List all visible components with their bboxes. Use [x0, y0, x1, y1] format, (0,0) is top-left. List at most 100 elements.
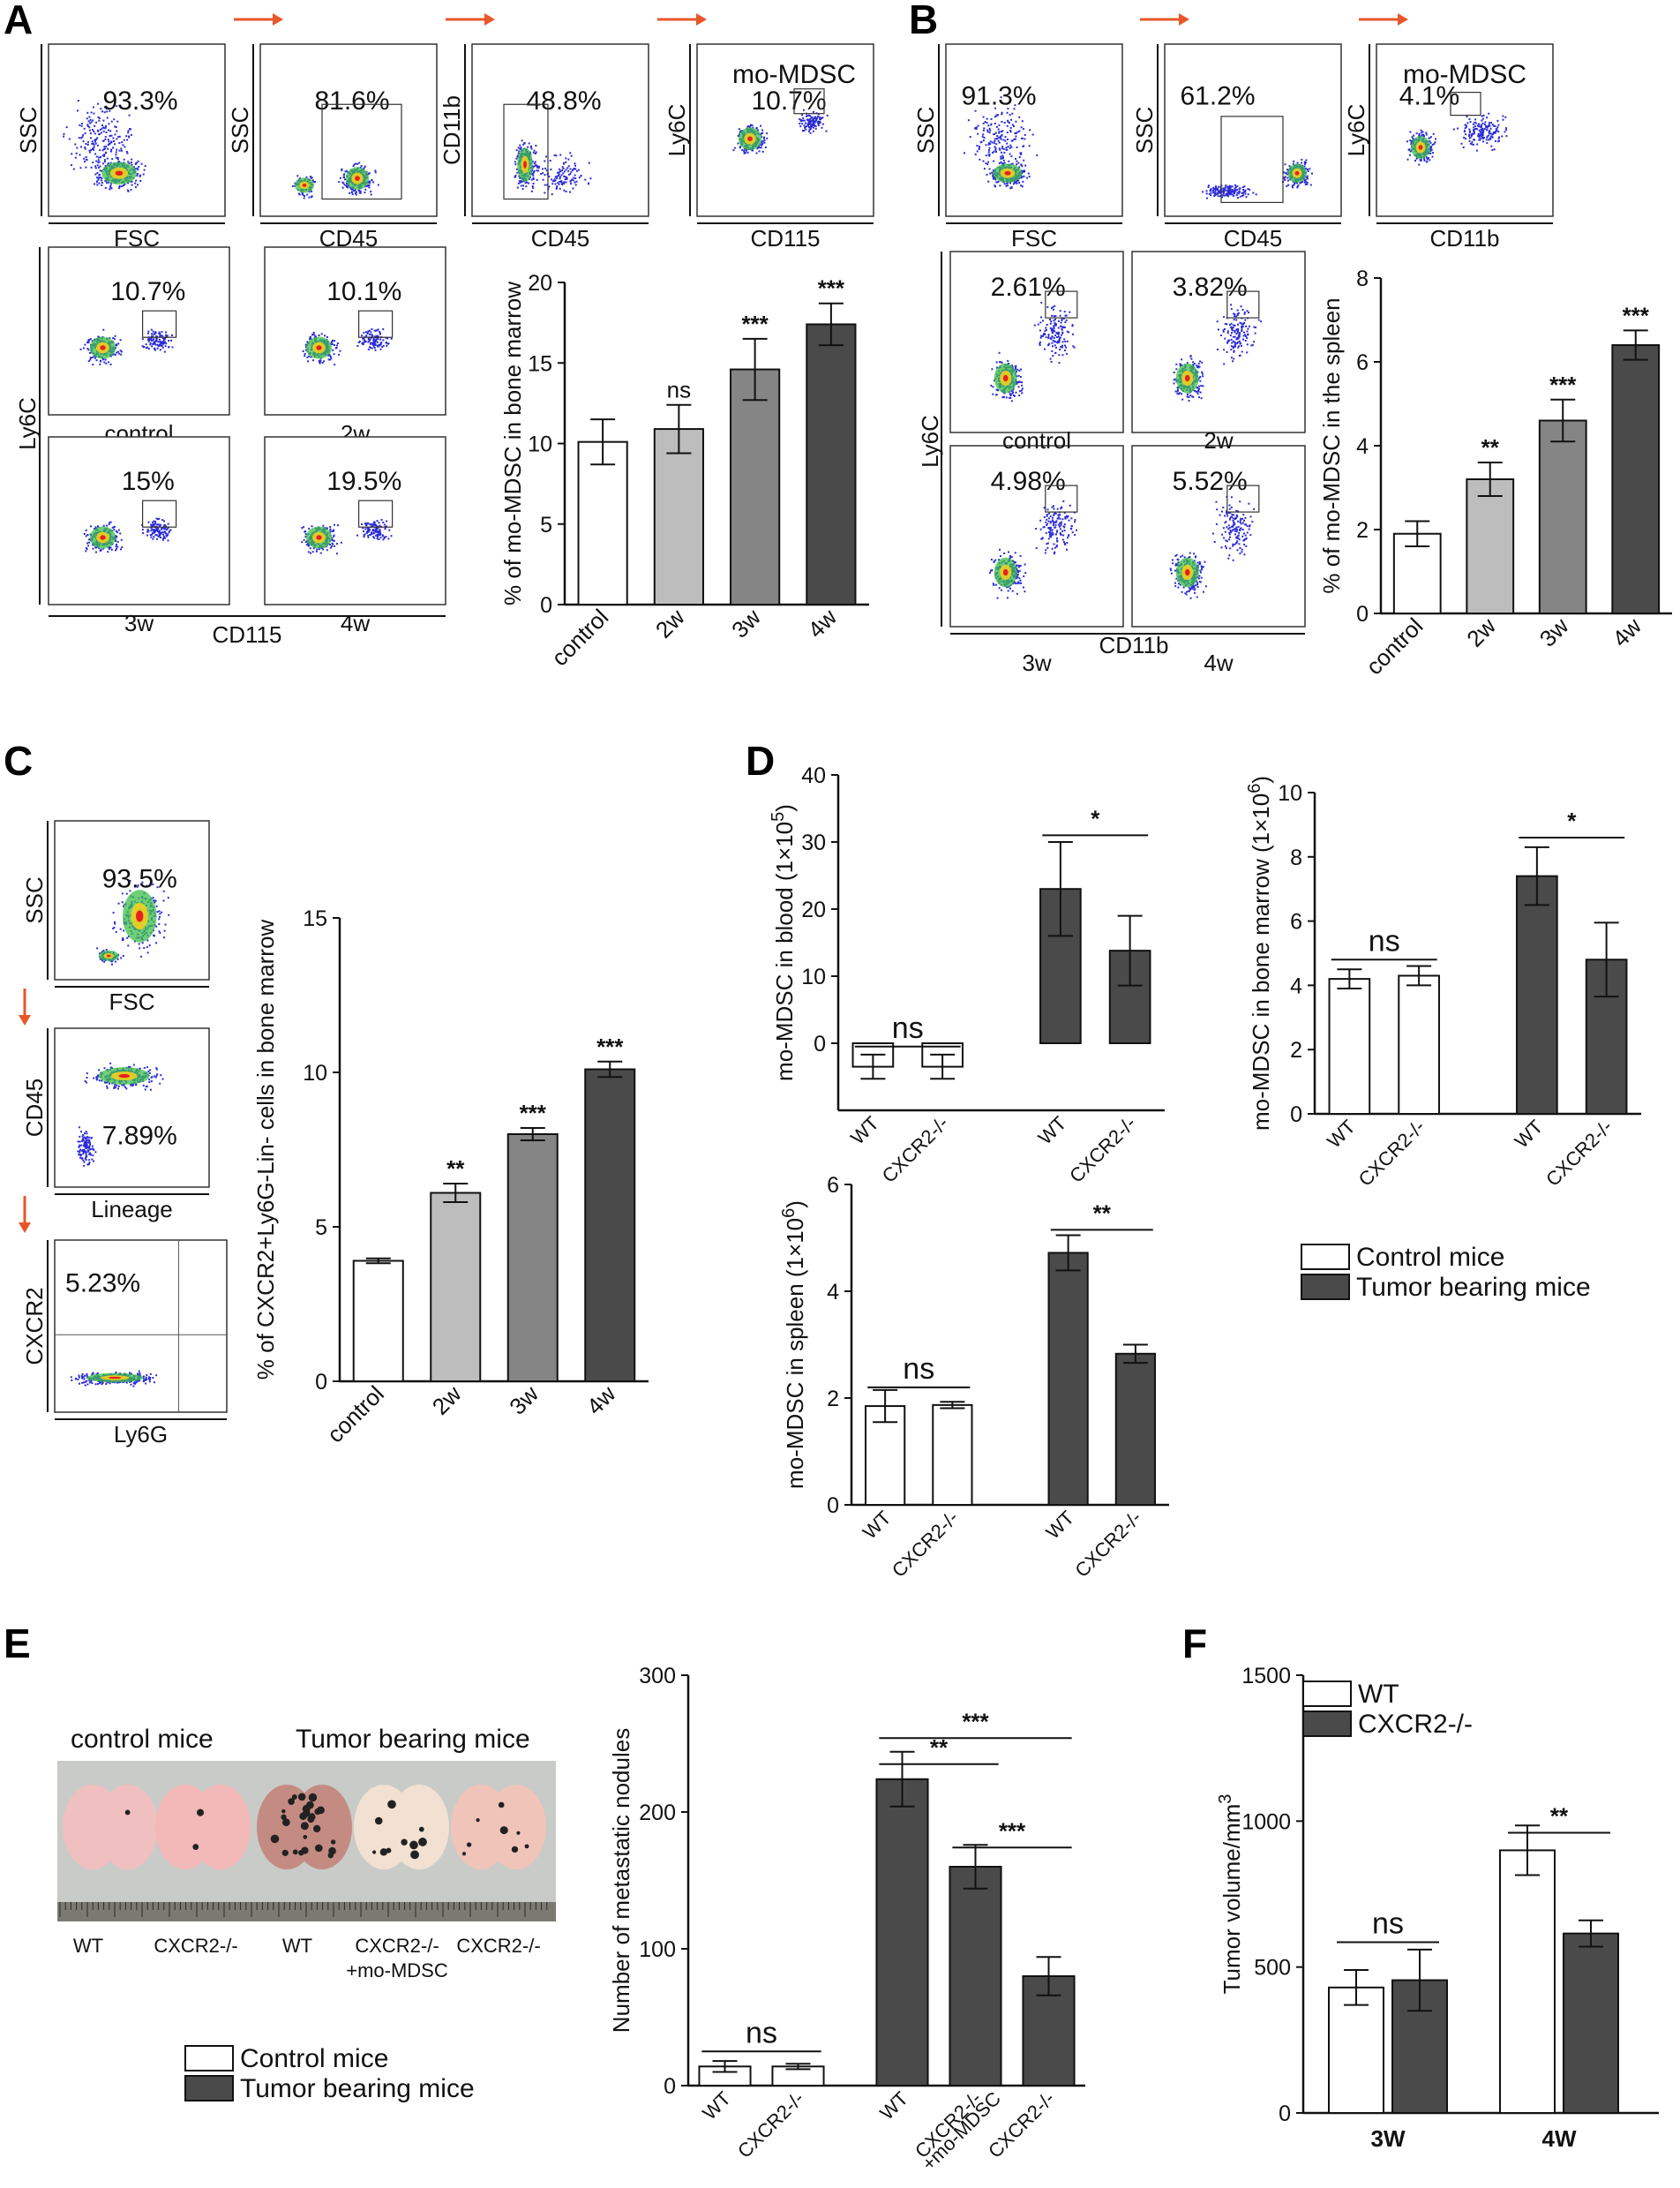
event-dot [303, 197, 305, 199]
event-dot [1226, 342, 1229, 344]
event-dot [1255, 193, 1257, 196]
event-dot [104, 161, 106, 163]
flowA-gate [793, 88, 825, 115]
event-dot [88, 538, 91, 541]
flowA-top-0 [48, 43, 226, 217]
event-dot [812, 111, 814, 113]
event-dot [1471, 140, 1474, 143]
event-dot [373, 347, 376, 350]
event-dot [124, 146, 126, 148]
event-dot [524, 182, 527, 184]
event-dot [106, 110, 109, 113]
event-dot [141, 529, 144, 530]
event-dot [90, 357, 93, 359]
event-dot [813, 126, 814, 129]
event-dot [998, 132, 1001, 134]
event-dot [1001, 121, 1003, 123]
event-dot [1231, 189, 1234, 191]
event-dot [988, 127, 991, 130]
event-dot [115, 549, 116, 552]
event-dot [1015, 391, 1017, 394]
event-dot [993, 150, 995, 153]
event-dot [142, 173, 145, 176]
event-dot [1036, 154, 1039, 156]
event-dot [368, 180, 371, 183]
event-dot [372, 345, 375, 348]
event-dot [763, 139, 766, 141]
event-dot [987, 161, 990, 163]
event-dot [1004, 136, 1007, 139]
event-dot [528, 182, 530, 184]
event-dot [552, 180, 554, 183]
event-dot [377, 527, 379, 530]
event-dot [371, 342, 374, 344]
event-dot [154, 520, 157, 523]
event-dot [1260, 320, 1263, 323]
event-dot [351, 193, 354, 196]
flowB-arrow-1-head [1398, 13, 1408, 26]
event-dot [1218, 192, 1220, 194]
event-dot [302, 193, 304, 196]
event-dot [99, 165, 101, 168]
event-dot [996, 366, 998, 369]
event-dot [1046, 542, 1049, 545]
event-dot [1431, 155, 1434, 158]
event-dot [342, 182, 345, 184]
event-dot [1505, 129, 1508, 132]
event-dot [1240, 305, 1242, 308]
event-dot [345, 184, 348, 187]
event-dot [565, 161, 567, 163]
event-dot [329, 546, 332, 549]
event-dot [127, 190, 130, 192]
event-dot [1010, 118, 1013, 121]
event-dot [534, 164, 536, 167]
event-dot [739, 130, 742, 132]
event-dot [385, 536, 387, 538]
event-dot [988, 149, 991, 152]
event-dot [94, 124, 96, 127]
event-dot [371, 347, 373, 350]
event-dot [83, 157, 86, 160]
event-dot [86, 111, 89, 114]
event-dot [376, 531, 379, 533]
event-dot [1009, 147, 1011, 149]
event-dot [810, 124, 813, 127]
event-dot [390, 337, 393, 340]
flowB-top-1-frame [1164, 43, 1342, 217]
event-dot [134, 182, 137, 184]
event-dot [752, 149, 754, 152]
event-dot [116, 120, 119, 123]
event-dot [1048, 528, 1051, 530]
event-dot [1232, 327, 1234, 329]
event-dot [752, 126, 754, 129]
event-dot [993, 560, 995, 563]
event-dot [86, 548, 88, 551]
event-dot [741, 149, 744, 152]
event-dot [1050, 320, 1053, 323]
flowA-top-2-y-label: CD11b [439, 95, 465, 165]
event-dot [1217, 190, 1219, 192]
flowA-gate [503, 103, 549, 200]
event-dot [375, 527, 378, 530]
event-dot [331, 545, 333, 547]
event-dot [327, 358, 330, 361]
event-dot [162, 520, 165, 523]
event-dot [1305, 159, 1308, 162]
event-dot [354, 190, 356, 192]
event-dot [107, 551, 109, 553]
event-dot [86, 347, 89, 350]
event-dot [1232, 329, 1234, 332]
flowB-arrow-0-head [1179, 13, 1189, 26]
event-dot [1486, 117, 1489, 119]
event-dot [101, 162, 104, 165]
event-dot [1474, 122, 1477, 124]
event-dot [1011, 590, 1014, 592]
event-dot [1058, 340, 1061, 342]
event-dot [90, 149, 93, 152]
event-dot [150, 523, 153, 526]
event-dot [998, 131, 1001, 133]
event-dot [1051, 342, 1054, 344]
event-dot [514, 163, 517, 166]
event-dot [820, 118, 821, 121]
event-dot [158, 535, 161, 538]
